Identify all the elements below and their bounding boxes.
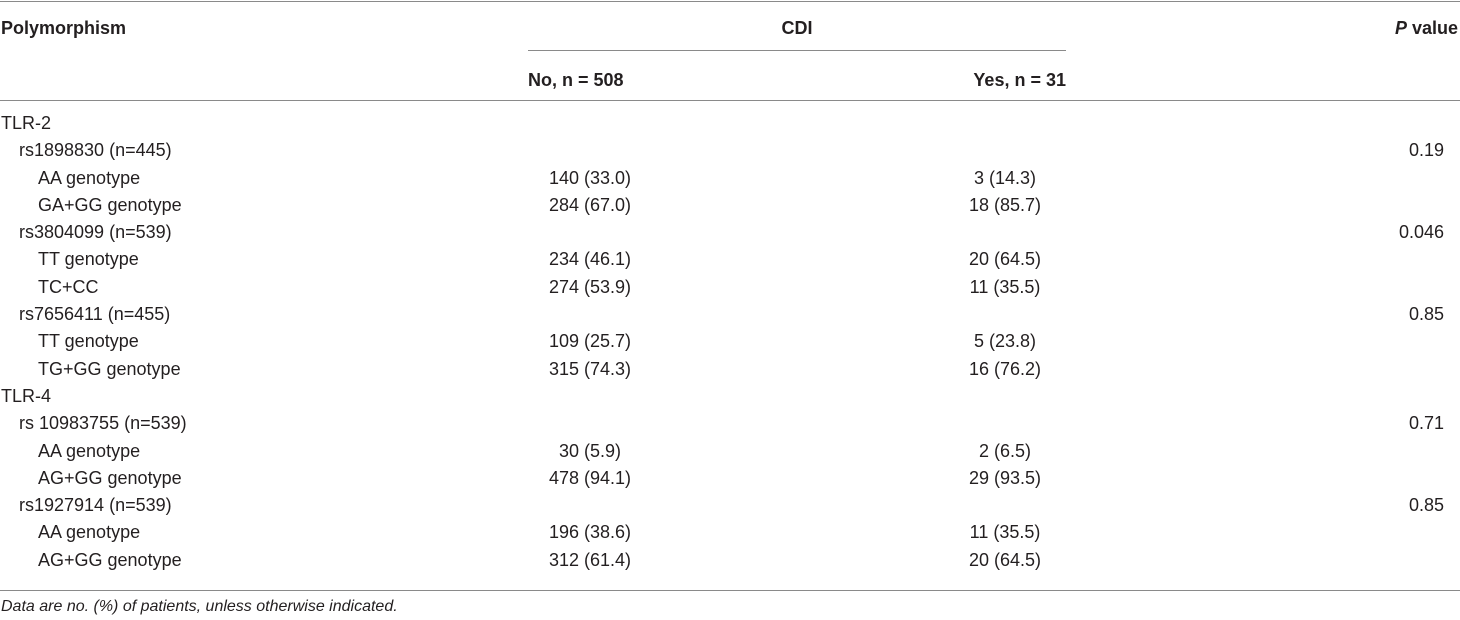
cell-p-value: 0.19 xyxy=(1408,140,1444,161)
cell-no: 30 (5.9) xyxy=(558,440,622,461)
table-row: TC+CC 274 (53.9) 11 (35.5) xyxy=(0,274,1460,301)
table-row: rs1927914 (n=539) 0.85 xyxy=(0,492,1460,519)
row-label: AG+GG genotype xyxy=(38,549,182,570)
cell-no: 234 (46.1) xyxy=(548,249,632,270)
cell-p-value: 0.046 xyxy=(1398,222,1444,243)
cell-yes: 5 (23.8) xyxy=(973,331,1037,352)
table-footnote: Data are no. (%) of patients, unless oth… xyxy=(1,598,398,615)
row-label: AG+GG genotype xyxy=(38,467,182,488)
cell-no: 284 (67.0) xyxy=(548,194,632,215)
cell-no: 274 (53.9) xyxy=(548,276,632,297)
table-row: AA genotype 140 (33.0) 3 (14.3) xyxy=(0,165,1460,192)
table-row: rs1898830 (n=445) 0.19 xyxy=(0,137,1460,164)
cell-p-value: 0.71 xyxy=(1408,413,1444,434)
cell-no: 478 (94.1) xyxy=(548,467,632,488)
header-p-letter: P xyxy=(1394,18,1407,38)
row-label: AA genotype xyxy=(38,440,141,461)
table-row: GA+GG genotype 284 (67.0) 18 (85.7) xyxy=(0,192,1460,219)
table-row: AA genotype 30 (5.9) 2 (6.5) xyxy=(0,438,1460,465)
row-label: rs3804099 (n=539) xyxy=(19,222,172,243)
cell-no: 312 (61.4) xyxy=(548,549,632,570)
cdi-spanner-rule xyxy=(528,50,1066,51)
table-row: AA genotype 196 (38.6) 11 (35.5) xyxy=(0,519,1460,546)
table-row: TLR-4 xyxy=(0,383,1460,410)
table-body: TLR-2 rs1898830 (n=445) 0.19 AA genotype 140… xyxy=(0,110,1460,574)
cell-no: 315 (74.3) xyxy=(548,358,632,379)
cell-yes: 2 (6.5) xyxy=(978,440,1032,461)
row-label: AA genotype xyxy=(38,167,141,188)
row-label: AA genotype xyxy=(38,522,141,543)
cell-yes: 20 (64.5) xyxy=(968,549,1042,570)
table-row: AG+GG genotype 478 (94.1) 29 (93.5) xyxy=(0,465,1460,492)
cell-yes: 16 (76.2) xyxy=(968,358,1042,379)
row-label: rs7656411 (n=455) xyxy=(19,304,171,325)
row-label: rs1927914 (n=539) xyxy=(19,495,172,516)
header-cdi: CDI xyxy=(781,18,813,38)
row-label: TC+CC xyxy=(38,276,99,297)
cell-no: 140 (33.0) xyxy=(548,167,632,188)
table-row: rs 10983755 (n=539) 0.71 xyxy=(0,410,1460,437)
row-label: TT genotype xyxy=(38,331,139,352)
table-row: TG+GG genotype 315 (74.3) 16 (76.2) xyxy=(0,356,1460,383)
cell-p-value: 0.85 xyxy=(1408,495,1444,516)
bottom-rule xyxy=(0,590,1460,591)
header-yes: Yes, n = 31 xyxy=(973,70,1066,90)
cell-yes: 11 (35.5) xyxy=(969,276,1041,297)
cell-p-value: 0.85 xyxy=(1408,304,1444,325)
table-row: AG+GG genotype 312 (61.4) 20 (64.5) xyxy=(0,547,1460,574)
header-p-value: P value xyxy=(1395,18,1458,38)
table-row: rs3804099 (n=539) 0.046 xyxy=(0,219,1460,246)
table-row: rs7656411 (n=455) 0.85 xyxy=(0,301,1460,328)
row-label: TG+GG genotype xyxy=(38,358,181,379)
table-row: TT genotype 109 (25.7) 5 (23.8) xyxy=(0,328,1460,355)
top-rule xyxy=(0,1,1460,2)
row-label: rs1898830 (n=445) xyxy=(19,140,172,161)
cell-no: 109 (25.7) xyxy=(548,331,632,352)
header-no: No, n = 508 xyxy=(528,70,624,90)
cell-yes: 3 (14.3) xyxy=(973,167,1037,188)
header-p-rest: value xyxy=(1406,18,1458,38)
row-label: rs 10983755 (n=539) xyxy=(19,413,187,434)
row-label: GA+GG genotype xyxy=(38,194,182,215)
cell-yes: 18 (85.7) xyxy=(968,194,1042,215)
header-rule xyxy=(0,100,1460,101)
table-row: TLR-2 xyxy=(0,110,1460,137)
table-row: TT genotype 234 (46.1) 20 (64.5) xyxy=(0,246,1460,273)
row-label: TLR-4 xyxy=(1,385,52,406)
cell-no: 196 (38.6) xyxy=(548,522,632,543)
row-label: TLR-2 xyxy=(1,113,52,133)
cell-yes: 20 (64.5) xyxy=(968,249,1042,270)
cell-yes: 11 (35.5) xyxy=(969,522,1041,543)
header-polymorphism: Polymorphism xyxy=(1,18,127,38)
cell-yes: 29 (93.5) xyxy=(968,467,1042,488)
row-label: TT genotype xyxy=(38,249,139,270)
